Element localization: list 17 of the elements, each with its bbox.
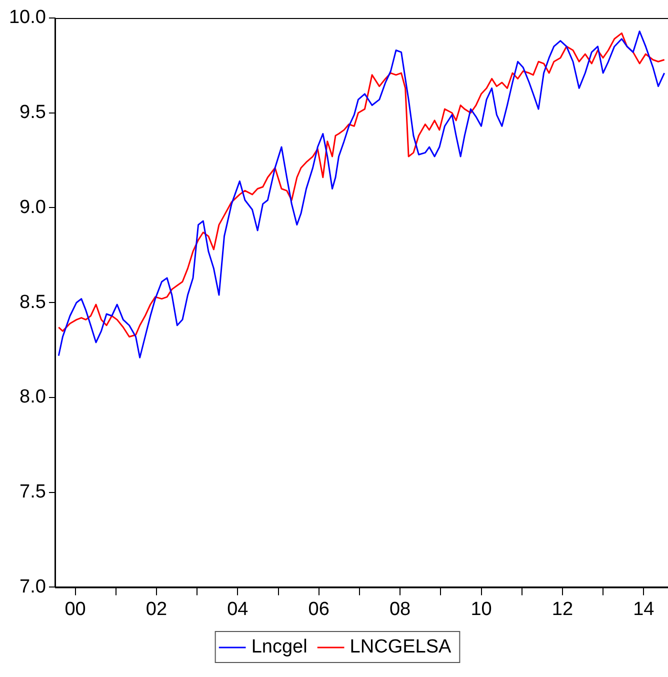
x-tick-label: 10 (470, 598, 492, 620)
x-tick-label: 08 (389, 598, 411, 620)
legend-label: Lncgel (251, 636, 308, 658)
x-tick-label: 02 (146, 598, 168, 620)
x-tick-label: 12 (552, 598, 574, 620)
y-tick-label: 9.0 (20, 196, 46, 218)
x-tick-label: 14 (633, 598, 655, 620)
y-tick-label: 7.0 (20, 576, 46, 598)
x-tick-label: 06 (308, 598, 330, 620)
x-tick-label: 04 (227, 598, 249, 620)
legend-label: LNCGELSA (350, 636, 452, 658)
y-tick-label: 10.0 (8, 7, 46, 28)
y-tick-label: 7.5 (20, 482, 46, 503)
y-tick-label: 9.5 (20, 102, 46, 124)
y-tick-label: 8.5 (20, 292, 46, 313)
y-tick-label: 8.0 (20, 386, 46, 408)
x-tick-label: 00 (64, 598, 86, 620)
